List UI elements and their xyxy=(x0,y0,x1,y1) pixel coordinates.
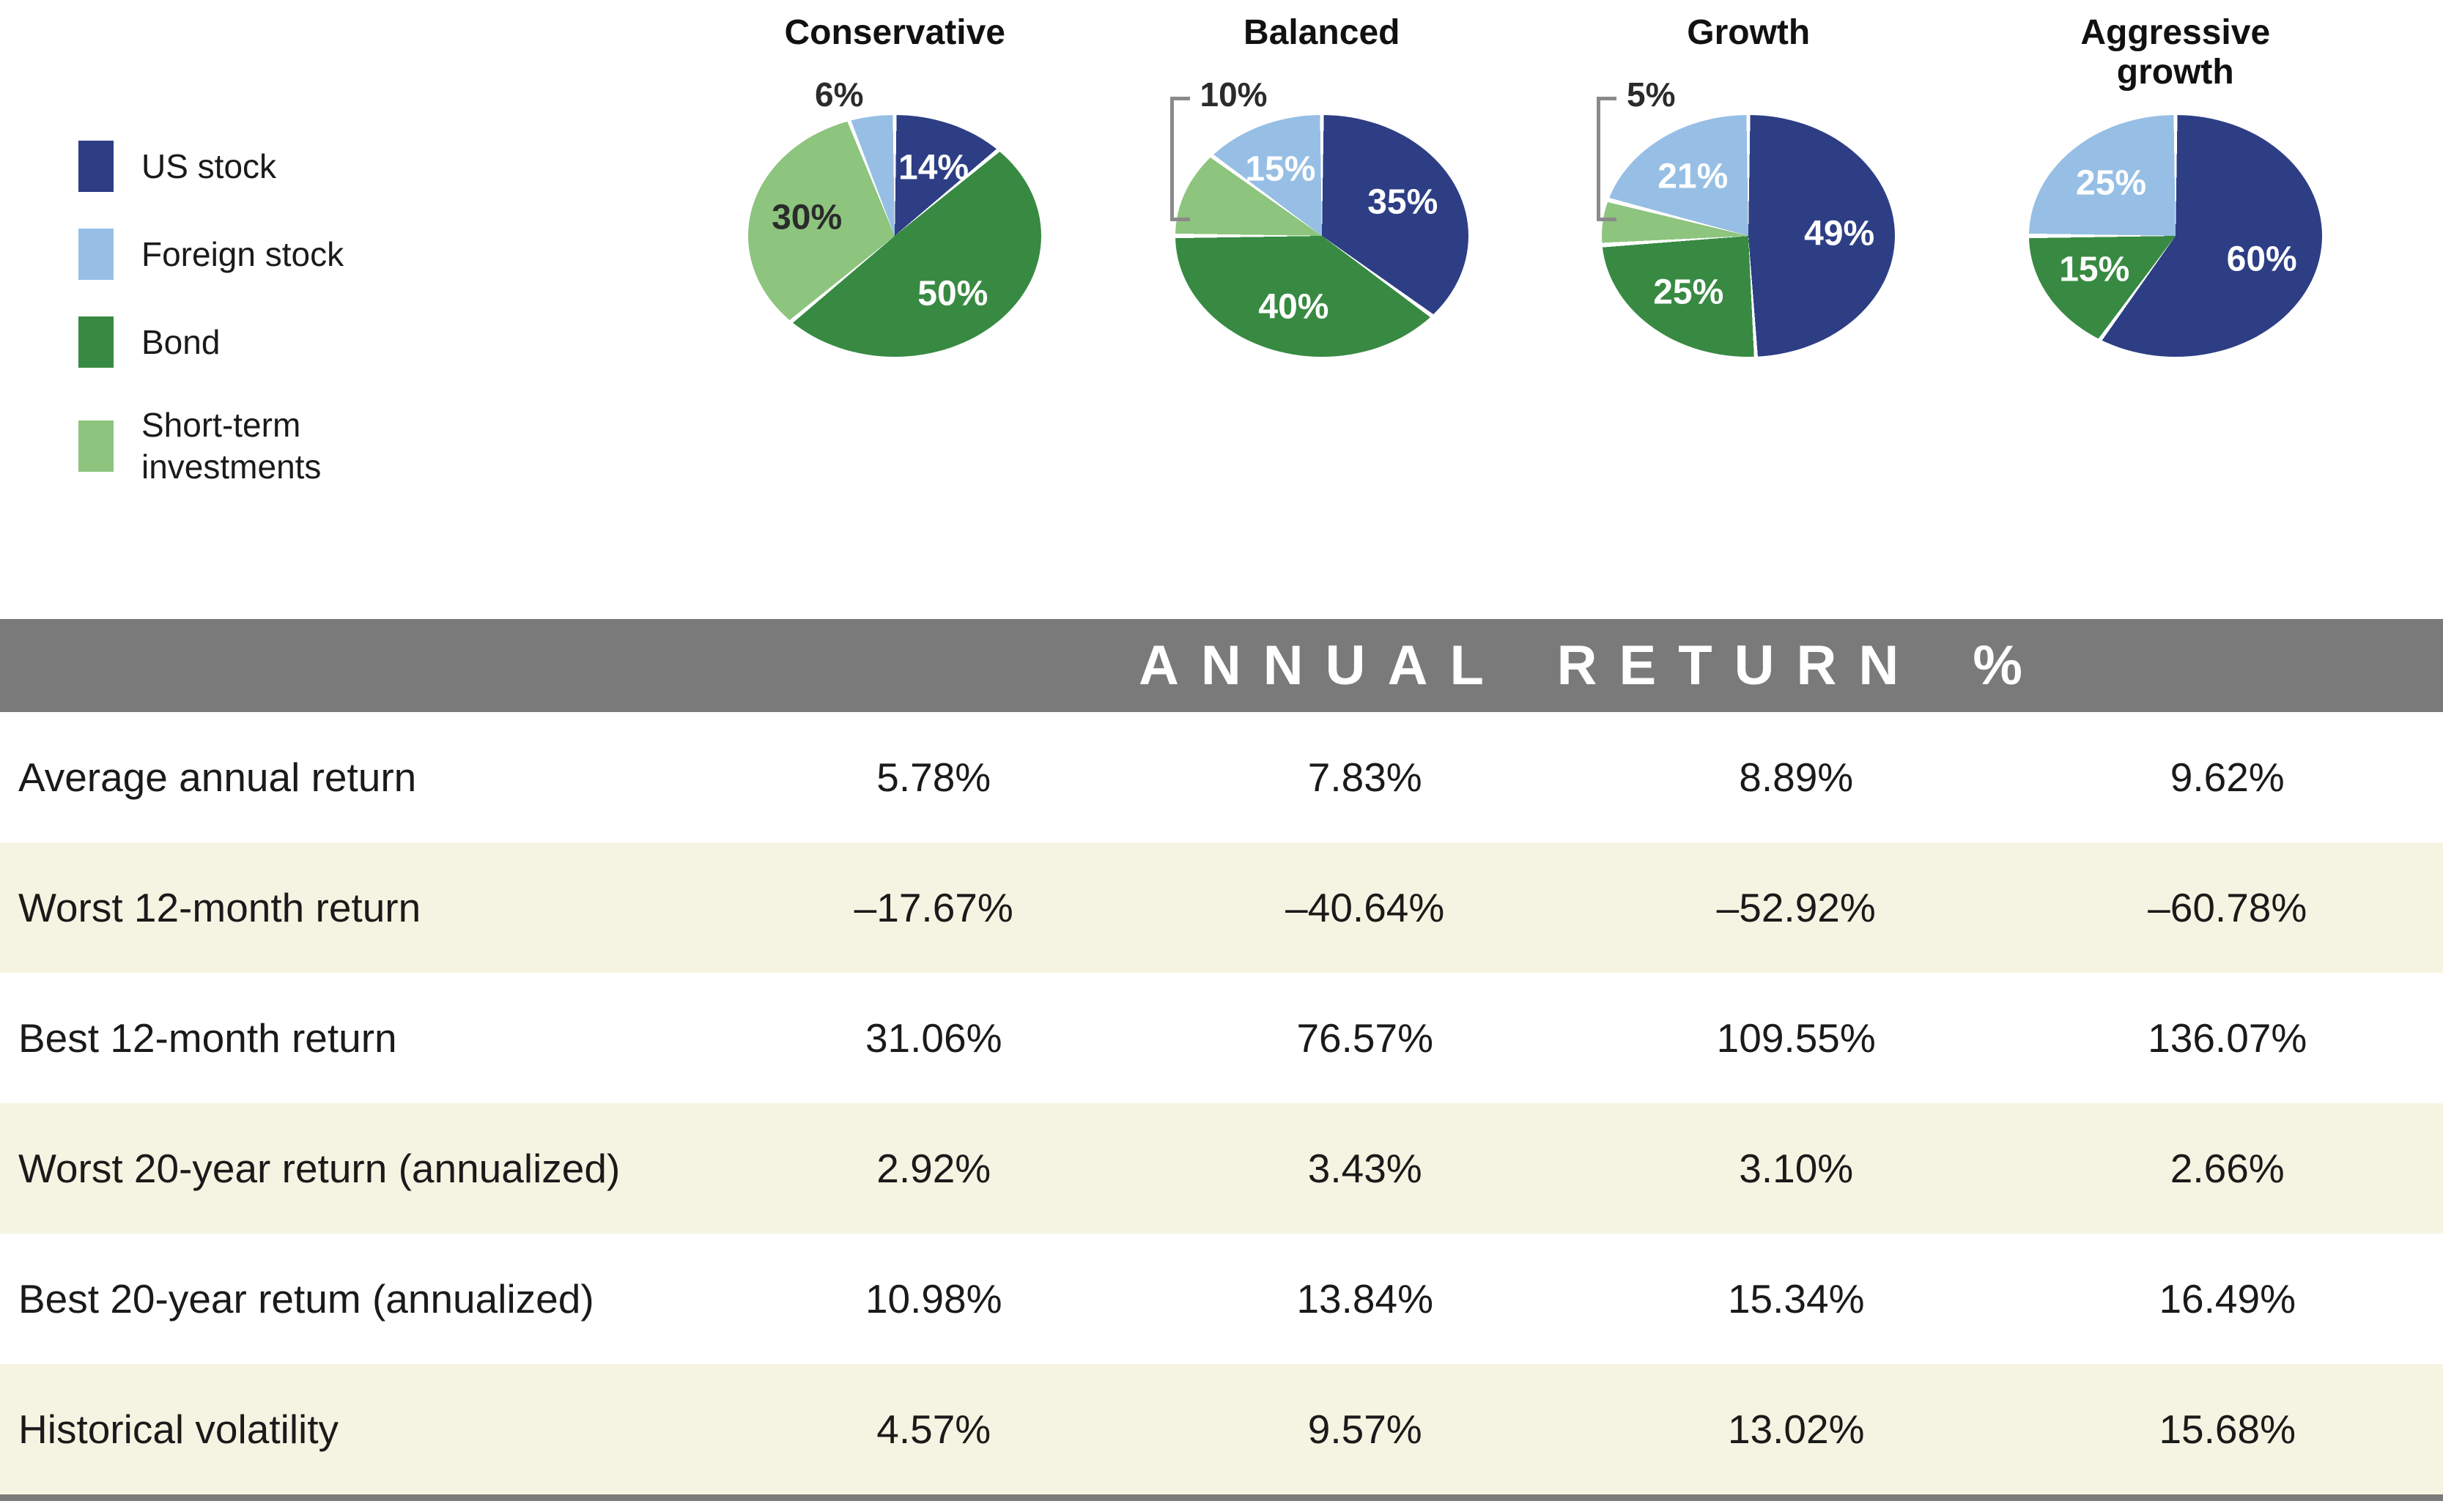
pie-chart: 60% 15% 25% xyxy=(2028,115,2322,357)
row-value: 109.55% xyxy=(1716,1015,1876,1061)
band-title: ANNUAL RETURN % xyxy=(1139,634,2044,697)
row-value: 9.57% xyxy=(1307,1407,1422,1452)
row-value: 31.06% xyxy=(865,1015,1002,1061)
bottom-rule xyxy=(0,1494,2443,1501)
legend-label: Short-term investments xyxy=(141,406,322,486)
row-value: 9.62% xyxy=(2170,755,2285,800)
pie-column: Growth 49% 25% 21% 5% xyxy=(1535,0,1962,619)
callout: 6% xyxy=(815,78,863,111)
legend-item: Bond xyxy=(78,316,681,368)
row-value: 136.07% xyxy=(2148,1015,2307,1061)
allocation-section: US stock Foreign stock Bond Short-term inve… xyxy=(0,0,2443,619)
returns-table: Average annual return 5.78% 7.83% 8.89% 9.62… xyxy=(0,712,2443,1494)
callout-label: 6% xyxy=(815,75,864,114)
row-value: 13.84% xyxy=(1296,1276,1434,1322)
row-value: 8.89% xyxy=(1739,755,1854,800)
callout-label: 10% xyxy=(1200,75,1268,114)
table-row: Worst 12-month return –17.67% –40.64% –52.9… xyxy=(0,842,2443,973)
legend-label: Bond xyxy=(141,322,221,361)
callout: 5% xyxy=(1597,78,1675,221)
asset-legend: US stock Foreign stock Bond Short-term inve… xyxy=(0,0,681,619)
legend-swatch xyxy=(78,229,114,280)
row-value: 15.34% xyxy=(1727,1276,1865,1322)
row-label: Best 12-month return xyxy=(18,1015,397,1061)
legend-item: US stock xyxy=(78,141,681,192)
table-row: Historical volatility 4.57% 9.57% 13.02% 15.… xyxy=(0,1364,2443,1494)
slice-label: 25% xyxy=(2076,163,2147,203)
slice-label: 40% xyxy=(1258,287,1329,327)
slice-label: 60% xyxy=(2226,240,2297,279)
legend-item: Foreign stock xyxy=(78,229,681,280)
row-value: 76.57% xyxy=(1296,1015,1434,1061)
legend-label: US stock xyxy=(141,147,277,185)
row-value: 2.66% xyxy=(2170,1146,2285,1191)
row-value: –52.92% xyxy=(1716,885,1876,930)
row-value: 13.02% xyxy=(1727,1407,1865,1452)
slice-label: 15% xyxy=(2059,250,2130,289)
slice-label: 50% xyxy=(917,274,988,314)
slice-label: 25% xyxy=(1653,273,1724,312)
row-value: 3.43% xyxy=(1307,1146,1422,1191)
row-label: Best 20-year retum (annualized) xyxy=(18,1276,594,1322)
pie-chart: 35% 40% 15% xyxy=(1175,115,1468,357)
table-row: Best 20-year retum (annualized) 10.98% 13.… xyxy=(0,1234,2443,1364)
table-row: Worst 20-year return (annualized) 2.92% 3.… xyxy=(0,1103,2443,1234)
table-row: Best 12-month return 31.06% 76.57% 109.55% 1… xyxy=(0,973,2443,1103)
row-value: 3.10% xyxy=(1739,1146,1854,1191)
callout-label: 5% xyxy=(1627,75,1676,114)
row-value: 16.49% xyxy=(2159,1276,2296,1322)
slice-label: 35% xyxy=(1367,182,1438,222)
row-value: –17.67% xyxy=(854,885,1013,930)
row-value: 15.68% xyxy=(2159,1407,2296,1452)
slice-label: 30% xyxy=(772,198,843,237)
legend-item: Short-term investments xyxy=(78,404,681,488)
pie-title: Balanced xyxy=(1243,13,1400,52)
table-row: Average annual return 5.78% 7.83% 8.89% 9.62… xyxy=(0,712,2443,842)
callout: 10% xyxy=(1169,75,1268,221)
legend-swatch xyxy=(78,316,114,368)
callout-bracket xyxy=(1169,97,1190,221)
row-label: Worst 20-year return (annualized) xyxy=(18,1146,621,1191)
row-value: 5.78% xyxy=(876,755,991,800)
callout-bracket xyxy=(1597,97,1616,221)
row-value: –40.64% xyxy=(1285,885,1445,930)
pie-chart: 49% 25% 21% xyxy=(1602,115,1896,357)
pie-column: Aggressive growth 60% 15% 25% xyxy=(1962,0,2390,619)
slice-label: 49% xyxy=(1804,214,1875,253)
pie-column: Conservative 14% 50% 30% 6% xyxy=(681,0,1109,619)
slice-label: 15% xyxy=(1245,149,1316,189)
pie-charts: Conservative 14% 50% 30% 6% Balanced 35% 40% 15%… xyxy=(681,0,2389,619)
pie-chart: 14% 50% 30% xyxy=(748,115,1042,357)
annual-return-band: ANNUAL RETURN % xyxy=(0,619,2443,712)
row-value: 10.98% xyxy=(865,1276,1002,1322)
pie-title: Growth xyxy=(1687,13,1811,52)
slice-label: 14% xyxy=(898,148,969,188)
legend-swatch xyxy=(78,420,114,472)
row-value: 4.57% xyxy=(876,1407,991,1452)
row-label: Worst 12-month return xyxy=(18,885,421,930)
row-label: Average annual return xyxy=(18,755,417,800)
row-value: 2.92% xyxy=(876,1146,991,1191)
row-value: 7.83% xyxy=(1307,755,1422,800)
legend-swatch xyxy=(78,141,114,192)
pie-title: Aggressive growth xyxy=(2080,13,2271,92)
row-value: –60.78% xyxy=(2148,885,2307,930)
legend-label: Foreign stock xyxy=(141,234,344,273)
pie-column: Balanced 35% 40% 15% 10% xyxy=(1109,0,1536,619)
pie-title: Conservative xyxy=(784,13,1005,52)
slice-label: 21% xyxy=(1657,157,1729,196)
row-label: Historical volatility xyxy=(18,1407,339,1452)
